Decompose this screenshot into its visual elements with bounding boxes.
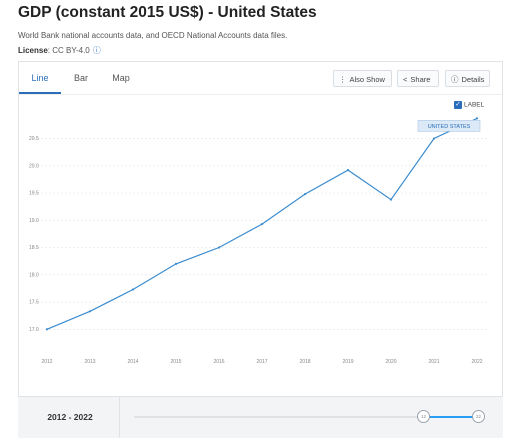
x-tick-label: 2021 [428, 359, 439, 365]
chart-panel: Line Bar Map ⋮ Also Show < Share ⓘ Details … [18, 61, 503, 438]
license-label: License [18, 46, 48, 55]
share-button[interactable]: < Share [397, 70, 439, 87]
x-tick-label: 2022 [471, 359, 482, 365]
details-label: Details [461, 75, 485, 84]
range-label: 2012 - 2022 [47, 412, 93, 422]
slider-track[interactable] [134, 416, 482, 418]
tab-line[interactable]: Line [19, 62, 61, 94]
range-divider [119, 397, 120, 438]
x-tick-label: 2017 [256, 359, 267, 365]
x-tick-label: 2015 [170, 359, 181, 365]
share-icon: < [403, 75, 408, 84]
x-tick-label: 2014 [127, 359, 138, 365]
details-button[interactable]: ⓘ Details [445, 70, 490, 87]
data-point [45, 328, 49, 331]
time-range-slider: 2012 - 2022 12 22 [18, 397, 503, 438]
data-point [131, 288, 135, 291]
data-point [174, 262, 178, 265]
data-point [303, 193, 307, 196]
line-chart: 17.0 17.5 18.0 18.5 19.0 19.5 20.0 20.5 2012 201… [29, 117, 489, 365]
x-tick-label: 2020 [385, 359, 396, 365]
vertical-ellipsis-icon: ⋮ [339, 75, 347, 84]
y-tick-label: 17.0 [29, 327, 39, 333]
info-icon[interactable]: ⓘ [92, 46, 101, 55]
checkbox-checked-icon[interactable]: ✓ [454, 101, 462, 109]
label-toggle[interactable]: ✓ LABEL [454, 101, 484, 113]
also-show-button[interactable]: ⋮ Also Show [333, 70, 392, 87]
data-point [217, 246, 221, 249]
series-label: UNITED STATES [428, 124, 471, 130]
tab-bar[interactable]: Bar [73, 73, 88, 83]
x-tick-label: 2012 [41, 359, 52, 365]
y-tick-label: 20.0 [29, 163, 39, 169]
share-label: Share [410, 75, 431, 84]
series-label-box [417, 120, 481, 132]
also-show-label: Also Show [349, 75, 385, 84]
info-circle-icon: ⓘ [451, 75, 459, 84]
label-toggle-text: LABEL [464, 101, 485, 109]
data-point [432, 137, 436, 140]
chart-card: Line Bar Map ⋮ Also Show < Share ⓘ Details … [18, 61, 503, 397]
y-tick-label: 17.5 [29, 300, 39, 306]
data-point [346, 169, 350, 172]
y-tick-label: 20.5 [29, 136, 39, 142]
x-tick-label: 2016 [213, 359, 224, 365]
y-tick-label: 18.5 [29, 245, 39, 251]
x-tick-label: 2019 [342, 359, 353, 365]
page-title: GDP (constant 2015 US$) - United States [18, 4, 317, 21]
y-tick-label: 18.0 [29, 272, 39, 278]
data-point [88, 310, 92, 313]
y-tick-label: 19.0 [29, 218, 39, 224]
slider-track-fill [423, 416, 478, 418]
tab-map[interactable]: Map [112, 73, 130, 83]
license-value: : CC BY-4.0 [47, 46, 90, 55]
y-tick-label: 19.5 [29, 191, 39, 197]
data-point [389, 198, 393, 201]
tab-divider [19, 94, 502, 95]
x-tick-label: 2013 [84, 359, 95, 365]
data-source-text: World Bank national accounts data, and O… [18, 31, 288, 40]
data-point [475, 117, 479, 120]
x-tick-label: 2018 [299, 359, 310, 365]
data-point [260, 222, 264, 226]
slider-end-handle[interactable]: 22 [472, 410, 485, 423]
slider-start-handle[interactable]: 12 [417, 410, 430, 423]
license-line: License: CC BY-4.0 ⓘ [18, 45, 101, 56]
